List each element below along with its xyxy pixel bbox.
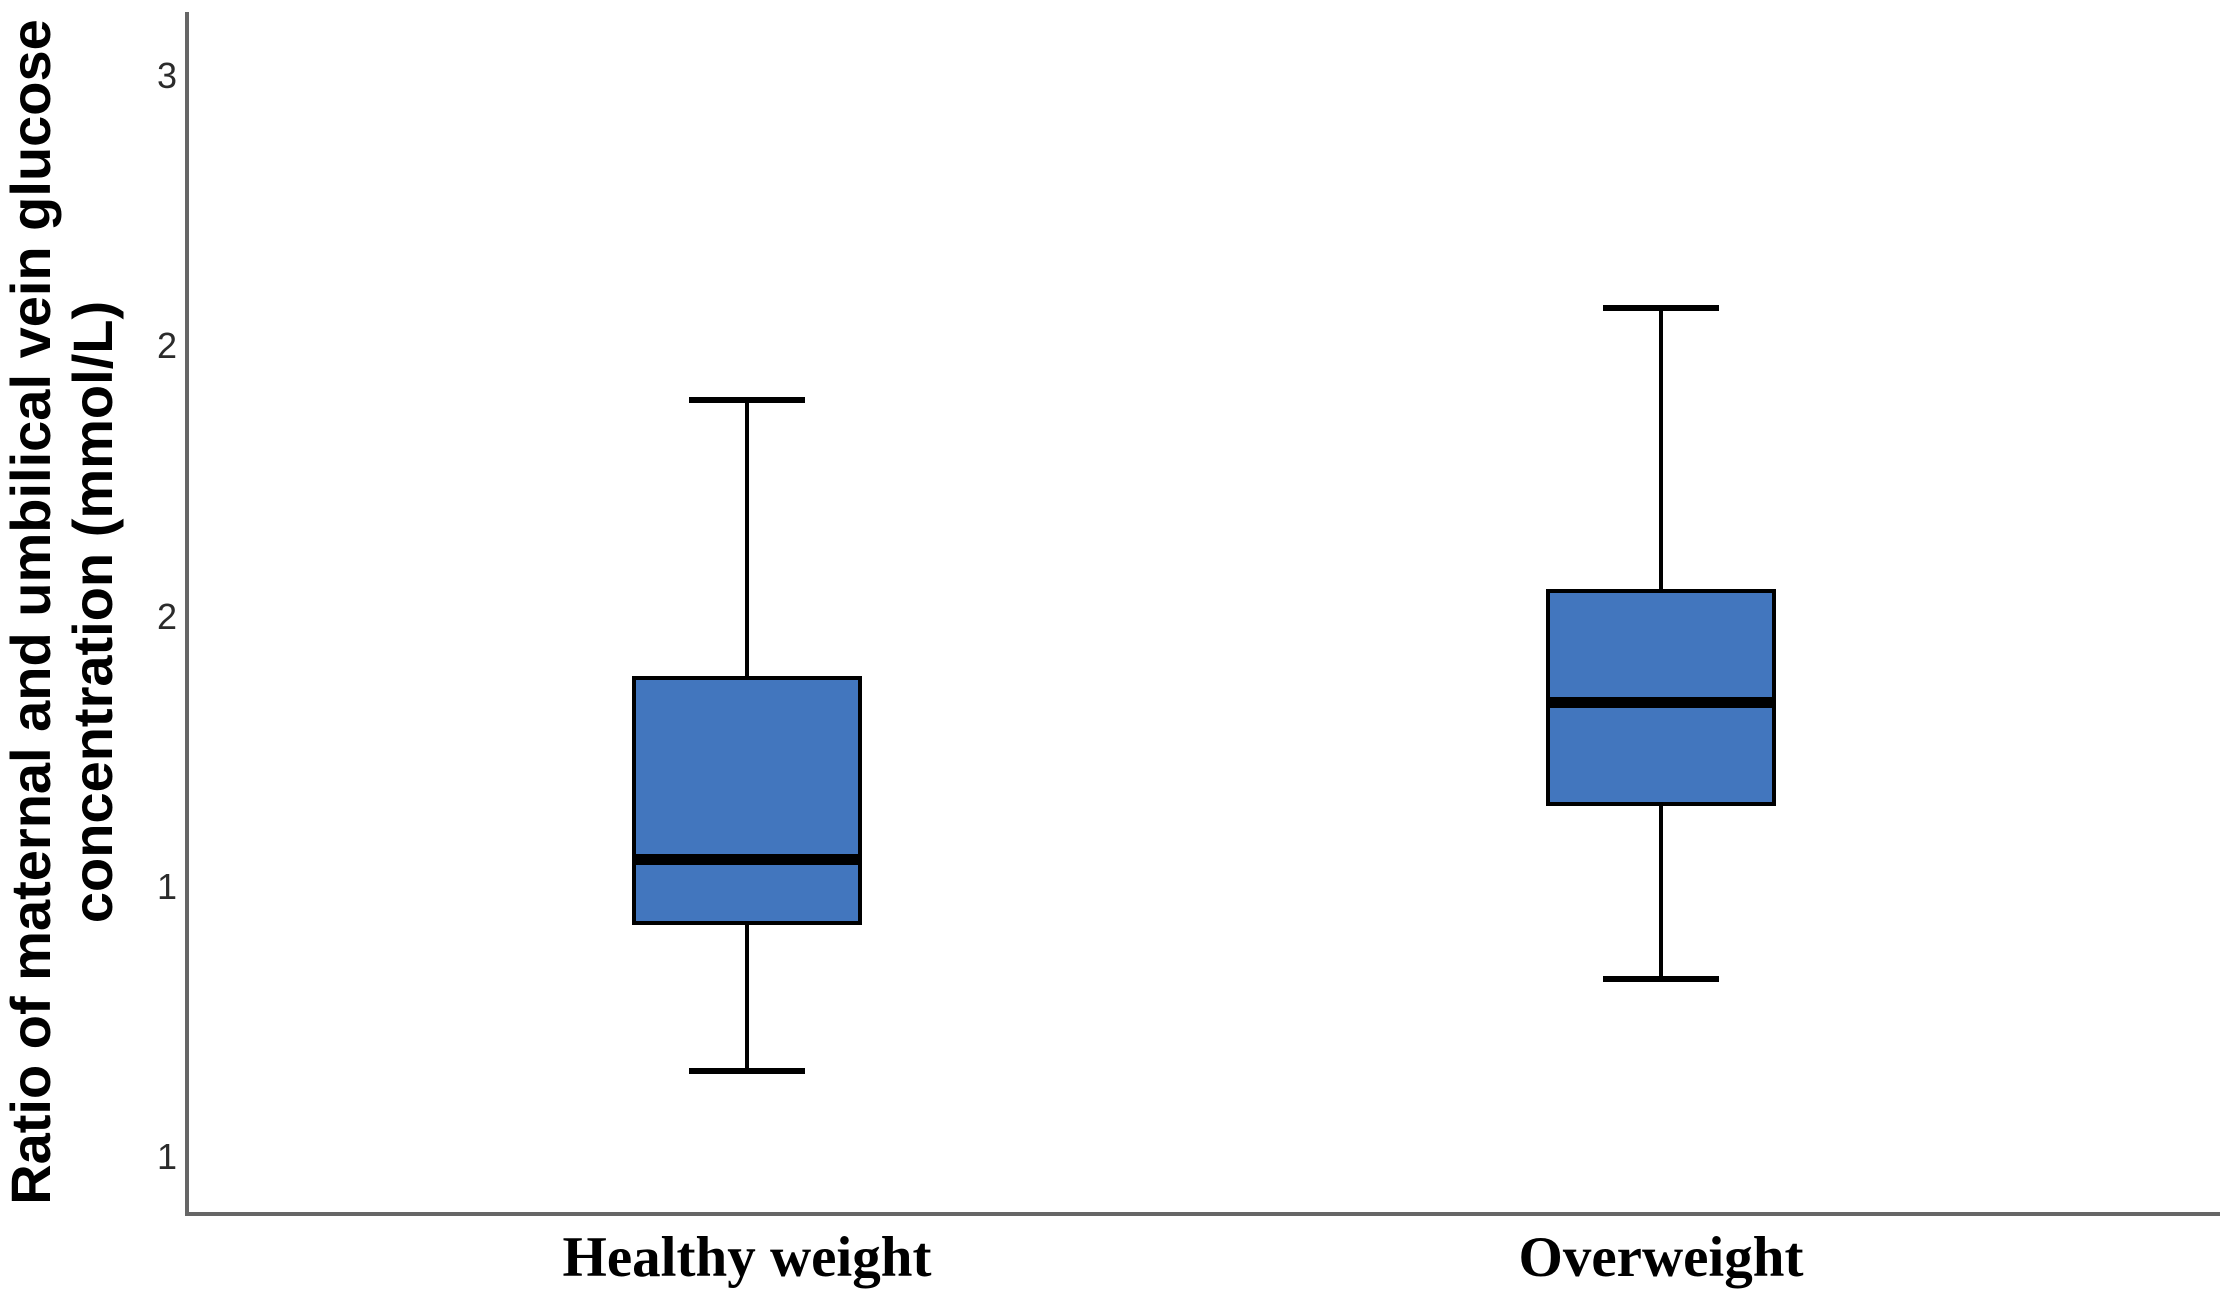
category-label: Overweight xyxy=(1518,1226,1804,1289)
median-line xyxy=(1546,697,1776,709)
iqr-box xyxy=(632,675,862,925)
y-axis-line xyxy=(185,12,189,1216)
median-line xyxy=(632,854,862,866)
y-tick-label: 3 xyxy=(156,55,177,96)
whisker-cap-bottom xyxy=(689,1067,805,1074)
y-tick-label: 2 xyxy=(156,595,177,637)
y-axis-title-line-1: Ratio of maternal and umbilical vein glu… xyxy=(0,19,62,1205)
y-tick-label: 2 xyxy=(156,325,177,367)
whisker-cap-bottom xyxy=(1603,975,1719,982)
category-label: Healthy weight xyxy=(562,1226,932,1289)
y-tick-label: 1 xyxy=(156,865,177,907)
x-axis-line xyxy=(185,1212,2220,1216)
whisker-cap-top xyxy=(689,397,805,404)
y-tick-label: 1 xyxy=(156,1136,177,1177)
whisker-cap-top xyxy=(1603,305,1719,312)
